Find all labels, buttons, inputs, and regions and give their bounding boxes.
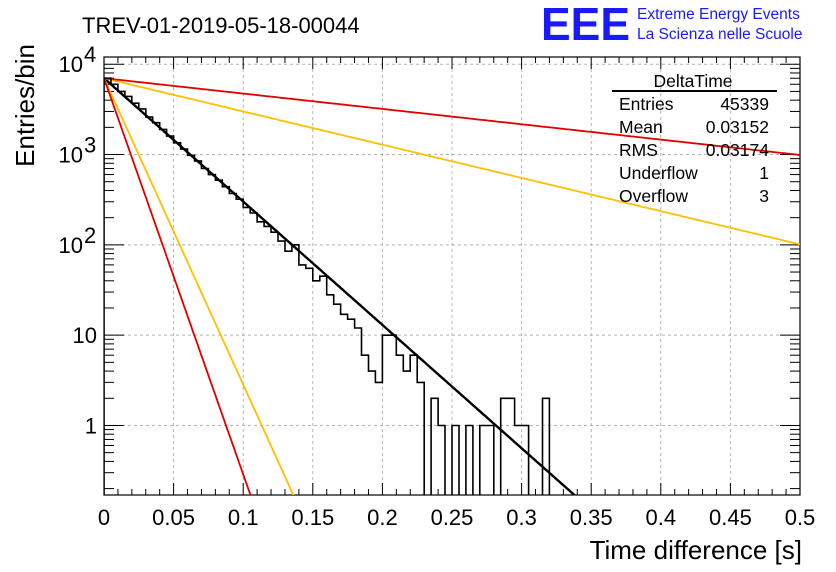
y-tick-label-exponent: 4	[84, 42, 96, 67]
x-tick-labels: 0 0.05 0.1 0.15 0.2 0.25 0.3 0.35 0.4 0.45 0.5	[98, 505, 815, 530]
x-axis-label: Time difference [s]	[590, 535, 802, 565]
x-tick-label: 0.35	[570, 505, 613, 530]
x-tick-label: 0.15	[291, 505, 334, 530]
y-tick-label: 1	[85, 413, 97, 438]
axis-ticks	[103, 57, 801, 495]
x-tick-label: 0	[98, 505, 110, 530]
plot-area	[104, 77, 800, 495]
stats-value: 0.03174	[706, 140, 770, 160]
stats-label: Underflow	[619, 163, 698, 183]
curve-exp_ref_fast_1	[104, 77, 295, 495]
y-tick-label: 10	[59, 52, 83, 77]
stats-label: Entries	[619, 94, 674, 114]
y-tick-label-exponent: 2	[84, 223, 96, 248]
stats-label: Overflow	[619, 186, 688, 206]
histogram	[104, 77, 551, 495]
stats-value: 0.03152	[706, 117, 769, 137]
eee-logo: EEE	[541, 0, 630, 50]
y-axis-label: Entries/bin	[10, 44, 40, 167]
stats-value: 3	[759, 186, 769, 206]
y-tick-label: 10	[59, 143, 83, 168]
stats-title: DeltaTime	[653, 71, 732, 91]
x-tick-label: 0.45	[709, 505, 752, 530]
histogram-steps	[104, 77, 551, 495]
curve-exp_ref_slow_1	[104, 77, 800, 246]
y-tick-label: 10	[73, 323, 97, 348]
stats-value: 45339	[720, 94, 769, 114]
x-tick-label: 0.05	[152, 505, 195, 530]
brand-line-2: La Scienza nelle Scuole	[637, 26, 802, 43]
y-tick-label: 10	[59, 233, 83, 258]
stats-value: 1	[759, 163, 769, 183]
stats-box: DeltaTime Entries 45339 Mean 0.03152 RMS 0.03…	[612, 71, 777, 206]
x-tick-label: 0.5	[785, 505, 816, 530]
stats-label: RMS	[619, 140, 658, 160]
x-tick-label: 0.2	[367, 505, 398, 530]
curve-exp_ref_slow_2	[104, 77, 800, 156]
curve-exp_fit	[104, 77, 577, 495]
grid	[104, 57, 800, 495]
chart-title: TREV-01-2019-05-18-00044	[82, 13, 360, 38]
x-tick-label: 0.4	[646, 505, 677, 530]
x-tick-label: 0.1	[228, 505, 259, 530]
x-tick-label: 0.3	[506, 505, 537, 530]
x-tick-label: 0.25	[431, 505, 474, 530]
brand-line-1: Extreme Energy Events	[637, 6, 800, 23]
curve-exp_ref_fast_2	[104, 77, 252, 495]
y-tick-label-exponent: 3	[84, 133, 96, 158]
curves	[104, 77, 800, 495]
stats-label: Mean	[619, 117, 663, 137]
